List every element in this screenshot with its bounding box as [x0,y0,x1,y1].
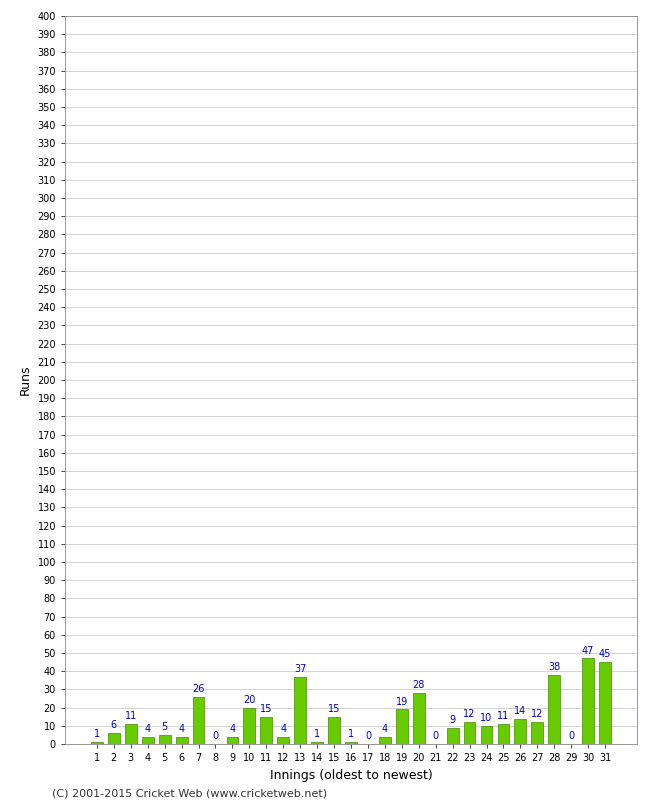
Text: 11: 11 [125,711,137,722]
Bar [532,722,543,744]
Bar [379,737,391,744]
Text: 11: 11 [497,711,510,722]
Text: 20: 20 [243,695,255,705]
Bar [108,733,120,744]
Bar [514,718,526,744]
Bar [159,735,170,744]
Text: 6: 6 [111,720,117,730]
Bar [142,737,153,744]
X-axis label: Innings (oldest to newest): Innings (oldest to newest) [270,769,432,782]
Bar [328,717,340,744]
Text: 4: 4 [382,724,388,734]
Bar [192,697,205,744]
Text: 37: 37 [294,664,306,674]
Text: 5: 5 [162,722,168,732]
Text: 45: 45 [599,650,611,659]
Text: 1: 1 [314,730,320,739]
Text: 1: 1 [94,730,100,739]
Text: 4: 4 [179,724,185,734]
Text: 0: 0 [433,731,439,742]
Text: 1: 1 [348,730,354,739]
Bar [497,724,510,744]
Bar [226,737,239,744]
Bar [549,675,560,744]
Text: 28: 28 [413,680,425,690]
Bar [91,742,103,744]
Text: 10: 10 [480,713,493,723]
Bar [176,737,188,744]
Bar [244,707,255,744]
Bar [582,658,594,744]
Text: 47: 47 [582,646,594,656]
Text: 12: 12 [463,710,476,719]
Text: 26: 26 [192,684,205,694]
Text: 4: 4 [145,724,151,734]
Text: 14: 14 [514,706,526,716]
Bar [278,737,289,744]
Bar [396,710,408,744]
Bar [345,742,357,744]
Text: 15: 15 [328,704,340,714]
Text: 0: 0 [213,731,218,742]
Bar [125,724,136,744]
Bar [480,726,493,744]
Text: 0: 0 [568,731,574,742]
Text: 38: 38 [548,662,560,672]
Bar [413,693,424,744]
Text: 4: 4 [280,724,286,734]
Text: 9: 9 [450,715,456,725]
Bar [261,717,272,744]
Bar [447,728,458,744]
Y-axis label: Runs: Runs [19,365,32,395]
Bar [294,677,306,744]
Text: 19: 19 [396,697,408,706]
Text: 0: 0 [365,731,371,742]
Bar [599,662,611,744]
Bar [311,742,323,744]
Text: 4: 4 [229,724,235,734]
Text: 15: 15 [260,704,272,714]
Bar [463,722,476,744]
Text: 12: 12 [531,710,543,719]
Text: (C) 2001-2015 Cricket Web (www.cricketweb.net): (C) 2001-2015 Cricket Web (www.cricketwe… [52,788,327,798]
